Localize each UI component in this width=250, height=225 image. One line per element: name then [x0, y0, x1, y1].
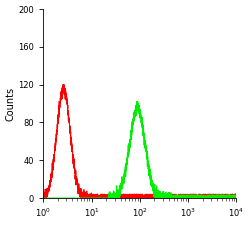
- Y-axis label: Counts: Counts: [6, 86, 16, 121]
